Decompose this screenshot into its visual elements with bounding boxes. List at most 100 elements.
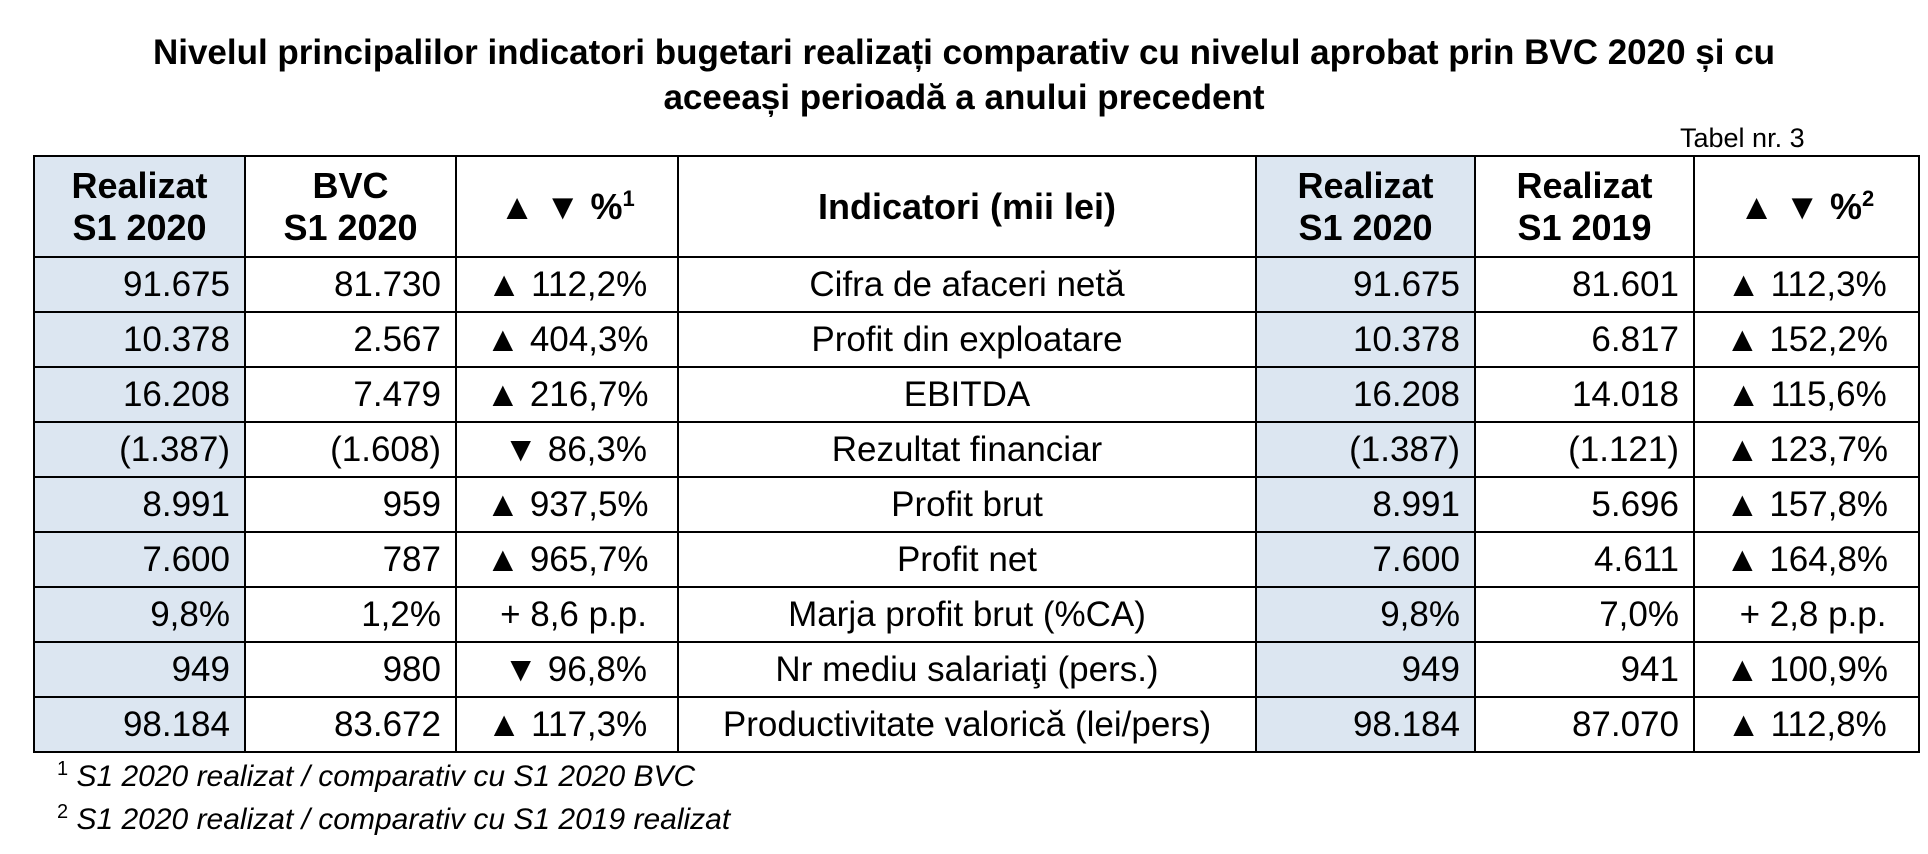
cell-realizat-s1-2019: 7,0% bbox=[1474, 586, 1695, 643]
header-change-pct-1: ▲ ▼ %1 bbox=[455, 155, 679, 258]
cell-value: ▲ 112,8% bbox=[1726, 704, 1887, 744]
header-line: S1 2019 bbox=[1517, 206, 1652, 248]
cell-realizat-s1-2020-b: 16.208 bbox=[1255, 366, 1476, 423]
title-line-2: aceeași perioadă a anului precedent bbox=[663, 78, 1265, 117]
cell-change-pct-1: + 8,6 p.p. bbox=[455, 586, 679, 643]
cell-bvc-s1-2020: 7.479 bbox=[244, 366, 457, 423]
cell-value: ▲ 117,3% bbox=[486, 704, 648, 744]
cell-change-pct-2: ▲ 164,8% bbox=[1693, 531, 1920, 588]
cell-value: ▼ 86,3% bbox=[503, 429, 647, 469]
cell-bvc-s1-2020: 787 bbox=[244, 531, 457, 588]
header-label: ▲ ▼ % bbox=[499, 185, 623, 227]
cell-value: ▼ 96,8% bbox=[503, 649, 647, 689]
footnote-text: S1 2020 realizat / comparativ cu S1 2020… bbox=[76, 760, 696, 793]
header-line: Realizat bbox=[71, 164, 208, 206]
cell-realizat-s1-2019: 81.601 bbox=[1474, 256, 1695, 313]
cell-indicator: Productivitate valorică (lei/pers) bbox=[677, 696, 1257, 753]
cell-bvc-s1-2020: 959 bbox=[244, 476, 457, 533]
cell-change-pct-1: ▲ 112,2% bbox=[455, 256, 679, 313]
cell-change-pct-2: ▲ 115,6% bbox=[1693, 366, 1920, 423]
cell-indicator: Profit net bbox=[677, 531, 1257, 588]
cell-value: ▲ 157,8% bbox=[1724, 484, 1889, 524]
header-row: Realizat S1 2020 BVC S1 2020 ▲ ▼ %1 Indi… bbox=[33, 155, 1920, 258]
cell-realizat-s1-2020-b: 98.184 bbox=[1255, 696, 1476, 753]
cell-bvc-s1-2020: 83.672 bbox=[244, 696, 457, 753]
cell-realizat-s1-2020: 16.208 bbox=[33, 366, 246, 423]
cell-indicator: Profit din exploatare bbox=[677, 311, 1257, 368]
cell-realizat-s1-2020-b: 10.378 bbox=[1255, 311, 1476, 368]
cell-realizat-s1-2020: 98.184 bbox=[33, 696, 246, 753]
cell-value: ▲ 123,7% bbox=[1724, 429, 1889, 469]
footnote-1: 1 S1 2020 realizat / comparativ cu S1 20… bbox=[57, 755, 730, 798]
header-label: ▲ ▼ % bbox=[1738, 185, 1863, 227]
cell-realizat-s1-2020-b: 7.600 bbox=[1255, 531, 1476, 588]
cell-value: ▲ 965,7% bbox=[485, 539, 649, 579]
cell-realizat-s1-2019: (1.121) bbox=[1474, 421, 1695, 478]
title-line-1: Nivelul principalilor indicatori bugetar… bbox=[152, 33, 1776, 72]
table-row: 8.991 959 ▲ 937,5% Profit brut 8.991 5.6… bbox=[33, 476, 1920, 533]
cell-realizat-s1-2020-b: 91.675 bbox=[1255, 256, 1476, 313]
header-line: BVC bbox=[312, 164, 389, 206]
footnote-text: S1 2020 realizat / comparativ cu S1 2019… bbox=[76, 803, 731, 836]
indicators-table: Realizat S1 2020 BVC S1 2020 ▲ ▼ %1 Indi… bbox=[33, 155, 1920, 753]
table-row: 98.184 83.672 ▲ 117,3% Productivitate va… bbox=[33, 696, 1920, 753]
header-realizat-s1-2020-b: Realizat S1 2020 bbox=[1255, 155, 1476, 258]
cell-realizat-s1-2020-b: 8.991 bbox=[1255, 476, 1476, 533]
header-realizat-s1-2020: Realizat S1 2020 bbox=[33, 155, 246, 258]
cell-change-pct-1: ▲ 216,7% bbox=[455, 366, 679, 423]
cell-realizat-s1-2020-b: 949 bbox=[1255, 641, 1476, 698]
cell-value: + 8,6 p.p. bbox=[500, 594, 647, 634]
cell-change-pct-1: ▲ 404,3% bbox=[455, 311, 679, 368]
header-line: Realizat bbox=[1297, 164, 1434, 206]
footnotes: 1 S1 2020 realizat / comparativ cu S1 20… bbox=[57, 755, 730, 841]
cell-realizat-s1-2020-b: 9,8% bbox=[1255, 586, 1476, 643]
header-line: Realizat bbox=[1516, 164, 1653, 206]
table-row: 91.675 81.730 ▲ 112,2% Cifra de afaceri … bbox=[33, 256, 1920, 313]
header-line: S1 2020 bbox=[72, 206, 207, 248]
cell-realizat-s1-2020: 10.378 bbox=[33, 311, 246, 368]
cell-indicator: Rezultat financiar bbox=[677, 421, 1257, 478]
cell-change-pct-1: ▲ 117,3% bbox=[455, 696, 679, 753]
cell-realizat-s1-2020: 8.991 bbox=[33, 476, 246, 533]
cell-realizat-s1-2020-b: (1.387) bbox=[1255, 421, 1476, 478]
cell-value: ▲ 100,9% bbox=[1724, 649, 1889, 689]
header-realizat-s1-2019: Realizat S1 2019 bbox=[1474, 155, 1695, 258]
table-row: 16.208 7.479 ▲ 216,7% EBITDA 16.208 14.0… bbox=[33, 366, 1920, 423]
table-row: 949 980 ▼ 96,8% Nr mediu salariaţi (pers… bbox=[33, 641, 1920, 698]
header-line: S1 2020 bbox=[283, 206, 418, 248]
cell-change-pct-2: ▲ 112,3% bbox=[1693, 256, 1920, 313]
cell-change-pct-2: ▲ 152,2% bbox=[1693, 311, 1920, 368]
cell-change-pct-1: ▼ 86,3% bbox=[455, 421, 679, 478]
table-row: 9,8% 1,2% + 8,6 p.p. Marja profit brut (… bbox=[33, 586, 1920, 643]
cell-realizat-s1-2019: 6.817 bbox=[1474, 311, 1695, 368]
footnote-marker-2: 2 bbox=[1862, 185, 1875, 211]
header-change-pct-2: ▲ ▼ %2 bbox=[1693, 155, 1920, 258]
cell-change-pct-1: ▲ 965,7% bbox=[455, 531, 679, 588]
header-indicatori: Indicatori (mii lei) bbox=[677, 155, 1257, 258]
table-row: (1.387) (1.608) ▼ 86,3% Rezultat financi… bbox=[33, 421, 1920, 478]
table-row: 7.600 787 ▲ 965,7% Profit net 7.600 4.61… bbox=[33, 531, 1920, 588]
cell-value: + 2,8 p.p. bbox=[1739, 594, 1887, 634]
table-number: Tabel nr. 3 bbox=[1680, 123, 1805, 153]
cell-change-pct-1: ▲ 937,5% bbox=[455, 476, 679, 533]
cell-change-pct-2: + 2,8 p.p. bbox=[1693, 586, 1920, 643]
cell-value: ▲ 164,8% bbox=[1724, 539, 1889, 579]
cell-indicator: Marja profit brut (%CA) bbox=[677, 586, 1257, 643]
table-row: 10.378 2.567 ▲ 404,3% Profit din exploat… bbox=[33, 311, 1920, 368]
page-title: Nivelul principalilor indicatori bugetar… bbox=[0, 30, 1928, 120]
cell-realizat-s1-2020: 949 bbox=[33, 641, 246, 698]
footnote-mark: 1 bbox=[57, 758, 69, 780]
cell-bvc-s1-2020: 980 bbox=[244, 641, 457, 698]
cell-change-pct-2: ▲ 123,7% bbox=[1693, 421, 1920, 478]
cell-realizat-s1-2019: 14.018 bbox=[1474, 366, 1695, 423]
cell-indicator: EBITDA bbox=[677, 366, 1257, 423]
cell-value: ▲ 404,3% bbox=[485, 319, 649, 359]
header-line: S1 2020 bbox=[1298, 206, 1433, 248]
header-label: Indicatori (mii lei) bbox=[817, 185, 1117, 227]
cell-change-pct-2: ▲ 100,9% bbox=[1693, 641, 1920, 698]
footnote-marker-1: 1 bbox=[622, 185, 635, 211]
cell-indicator: Profit brut bbox=[677, 476, 1257, 533]
footnote-mark: 2 bbox=[57, 801, 69, 823]
header-bvc-s1-2020: BVC S1 2020 bbox=[244, 155, 457, 258]
footnote-2: 2 S1 2020 realizat / comparativ cu S1 20… bbox=[57, 798, 730, 841]
